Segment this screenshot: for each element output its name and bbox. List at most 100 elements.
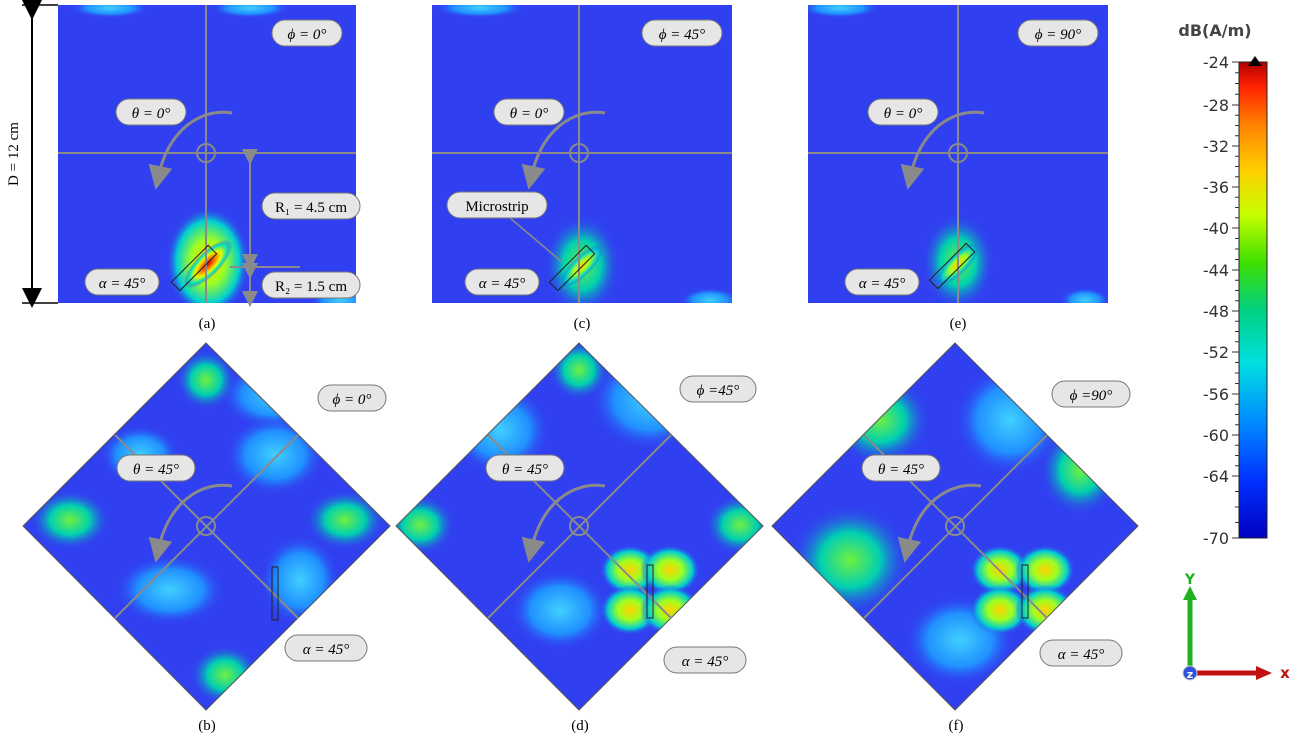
field-hotspot (640, 545, 700, 595)
field-hotspot (210, 5, 290, 18)
panel-f: ϕ =90° θ = 45° α = 45° (f) (771, 342, 1139, 734)
theta-label: θ = 0° (867, 98, 939, 126)
svg-text:ϕ =45°: ϕ =45° (697, 383, 740, 399)
panel-caption: (e) (950, 316, 967, 332)
rotation-arrow (900, 110, 985, 190)
panel-e: ϕ = 90° θ = 0° α = 45° (e) (808, 5, 1108, 332)
colorbar-title: dB(A/m) (1178, 21, 1251, 40)
phi-label: ϕ = 90° (1017, 19, 1099, 47)
field-hotspot (1015, 545, 1075, 595)
reference-line (114, 434, 299, 619)
field-hotspot (680, 288, 732, 303)
svg-text:α = 45°: α = 45° (859, 276, 906, 292)
field-hotspot (705, 495, 763, 555)
colorbar-tick-label: -44 (1203, 261, 1229, 280)
field-hotspot (1015, 585, 1075, 635)
field-hotspot (435, 5, 525, 18)
phi-label: ϕ =90° (1051, 380, 1131, 408)
panel-a: D = 12 cm ϕ = 0° θ = 0° R₁ = 4.5 cm R₂ =… (6, 0, 361, 332)
colorbar: dB(A/m) -24 -28 -32 -36 -40 -44 -48 -52 -56 -60 -6… (1178, 21, 1268, 548)
colorbar-tick-label: -60 (1203, 426, 1229, 445)
rotation-center (569, 516, 589, 536)
diameter-label: D = 12 cm (6, 122, 22, 186)
x-axis-label: x (1280, 664, 1290, 682)
svg-text:R₂ = 1.5 cm: R₂ = 1.5 cm (275, 279, 347, 295)
field-hotspot (970, 585, 1030, 635)
field-hotspot (808, 5, 880, 18)
svg-text:α = 45°: α = 45° (1058, 647, 1105, 663)
field-hotspot (115, 555, 225, 625)
theta-label: θ = 0° (493, 98, 565, 126)
field-hotspot (640, 585, 700, 635)
svg-text:θ = 45°: θ = 45° (133, 462, 179, 478)
colorbar-tick-label: -24 (1203, 53, 1229, 72)
reference-line (487, 434, 672, 619)
phi-label: ϕ = 0° (317, 384, 387, 412)
alpha-label: α = 45° (1039, 639, 1123, 667)
field-hotspot (1060, 288, 1108, 303)
theta-label: θ = 0° (115, 98, 187, 126)
diamond-outline (771, 342, 1139, 711)
theta-label: θ = 45° (485, 454, 565, 482)
colorbar-tick-label: -28 (1203, 96, 1229, 115)
alpha-label: α = 45° (284, 634, 368, 662)
microstrip-shape (271, 566, 279, 621)
svg-text:ϕ = 0°: ϕ = 0° (333, 392, 372, 408)
r1-label: R₁ = 4.5 cm (261, 192, 361, 220)
svg-text:θ = 45°: θ = 45° (502, 462, 548, 478)
rotation-arrow (897, 483, 982, 563)
panel-caption: (f) (949, 718, 964, 734)
svg-text:θ = 45°: θ = 45° (878, 462, 924, 478)
alpha-label: α = 45° (663, 646, 747, 674)
field-hotspot (510, 570, 610, 650)
rotation-center (948, 143, 968, 163)
field-hotspot (549, 343, 609, 400)
microstrip-label: Microstrip (446, 191, 548, 219)
colorbar-top-arrow (1248, 56, 1262, 66)
field-hotspot (176, 350, 236, 410)
svg-text:α = 45°: α = 45° (303, 642, 350, 658)
svg-text:ϕ =90°: ϕ =90° (1070, 388, 1113, 404)
field-hotspot (225, 415, 325, 495)
phi-label: ϕ = 45° (641, 19, 723, 47)
colorbar-tick-label: -36 (1203, 178, 1229, 197)
diamond-outline (22, 342, 391, 711)
field-hotspot (790, 505, 910, 615)
rotation-center (945, 516, 965, 536)
svg-text:ϕ = 90°: ϕ = 90° (1035, 27, 1081, 43)
rotation-center (196, 516, 216, 536)
colorbar-tick-label: -32 (1203, 137, 1229, 156)
svg-text:ϕ = 45°: ϕ = 45° (659, 27, 705, 43)
field-hotspot (305, 490, 385, 550)
colorbar-tick-label: -40 (1203, 219, 1229, 238)
theta-label: θ = 45° (861, 454, 941, 482)
rotation-center (569, 143, 589, 163)
z-axis-marker (1182, 665, 1198, 681)
rotation-arrow (148, 483, 233, 563)
rotation-center (196, 143, 216, 163)
microstrip-shape (548, 244, 596, 292)
diamond-outline (395, 342, 764, 711)
microstrip-shape (646, 564, 654, 619)
field-hotspot (396, 495, 455, 555)
svg-text:θ = 0°: θ = 0° (510, 106, 549, 122)
panel-b: ϕ = 0° θ = 45° α = 45° (b) (22, 342, 391, 734)
alpha-label: α = 45° (844, 268, 920, 296)
svg-text:R₁ = 4.5 cm: R₁ = 4.5 cm (275, 200, 347, 216)
colorbar-tick-label: -48 (1203, 302, 1229, 321)
field-hotspot (183, 239, 233, 289)
svg-text:ϕ = 0°: ϕ = 0° (288, 27, 327, 43)
rotation-arrow (521, 483, 606, 563)
colorbar-ticks: -24 -28 -32 -36 -40 -44 -48 -52 -56 -60 -64 -70 (1203, 53, 1239, 548)
panel-caption: (a) (199, 316, 216, 332)
svg-text:Microstrip: Microstrip (465, 199, 528, 215)
svg-text:θ = 0°: θ = 0° (132, 106, 171, 122)
reference-line (863, 434, 1048, 619)
phi-label: ϕ = 0° (271, 19, 343, 47)
field-hotspot (30, 490, 110, 550)
colorbar-tick-label: -52 (1203, 343, 1229, 362)
microstrip-shape (170, 244, 218, 292)
y-axis-label: Y (1184, 572, 1196, 588)
axis-triad: Y x z (1182, 572, 1290, 682)
